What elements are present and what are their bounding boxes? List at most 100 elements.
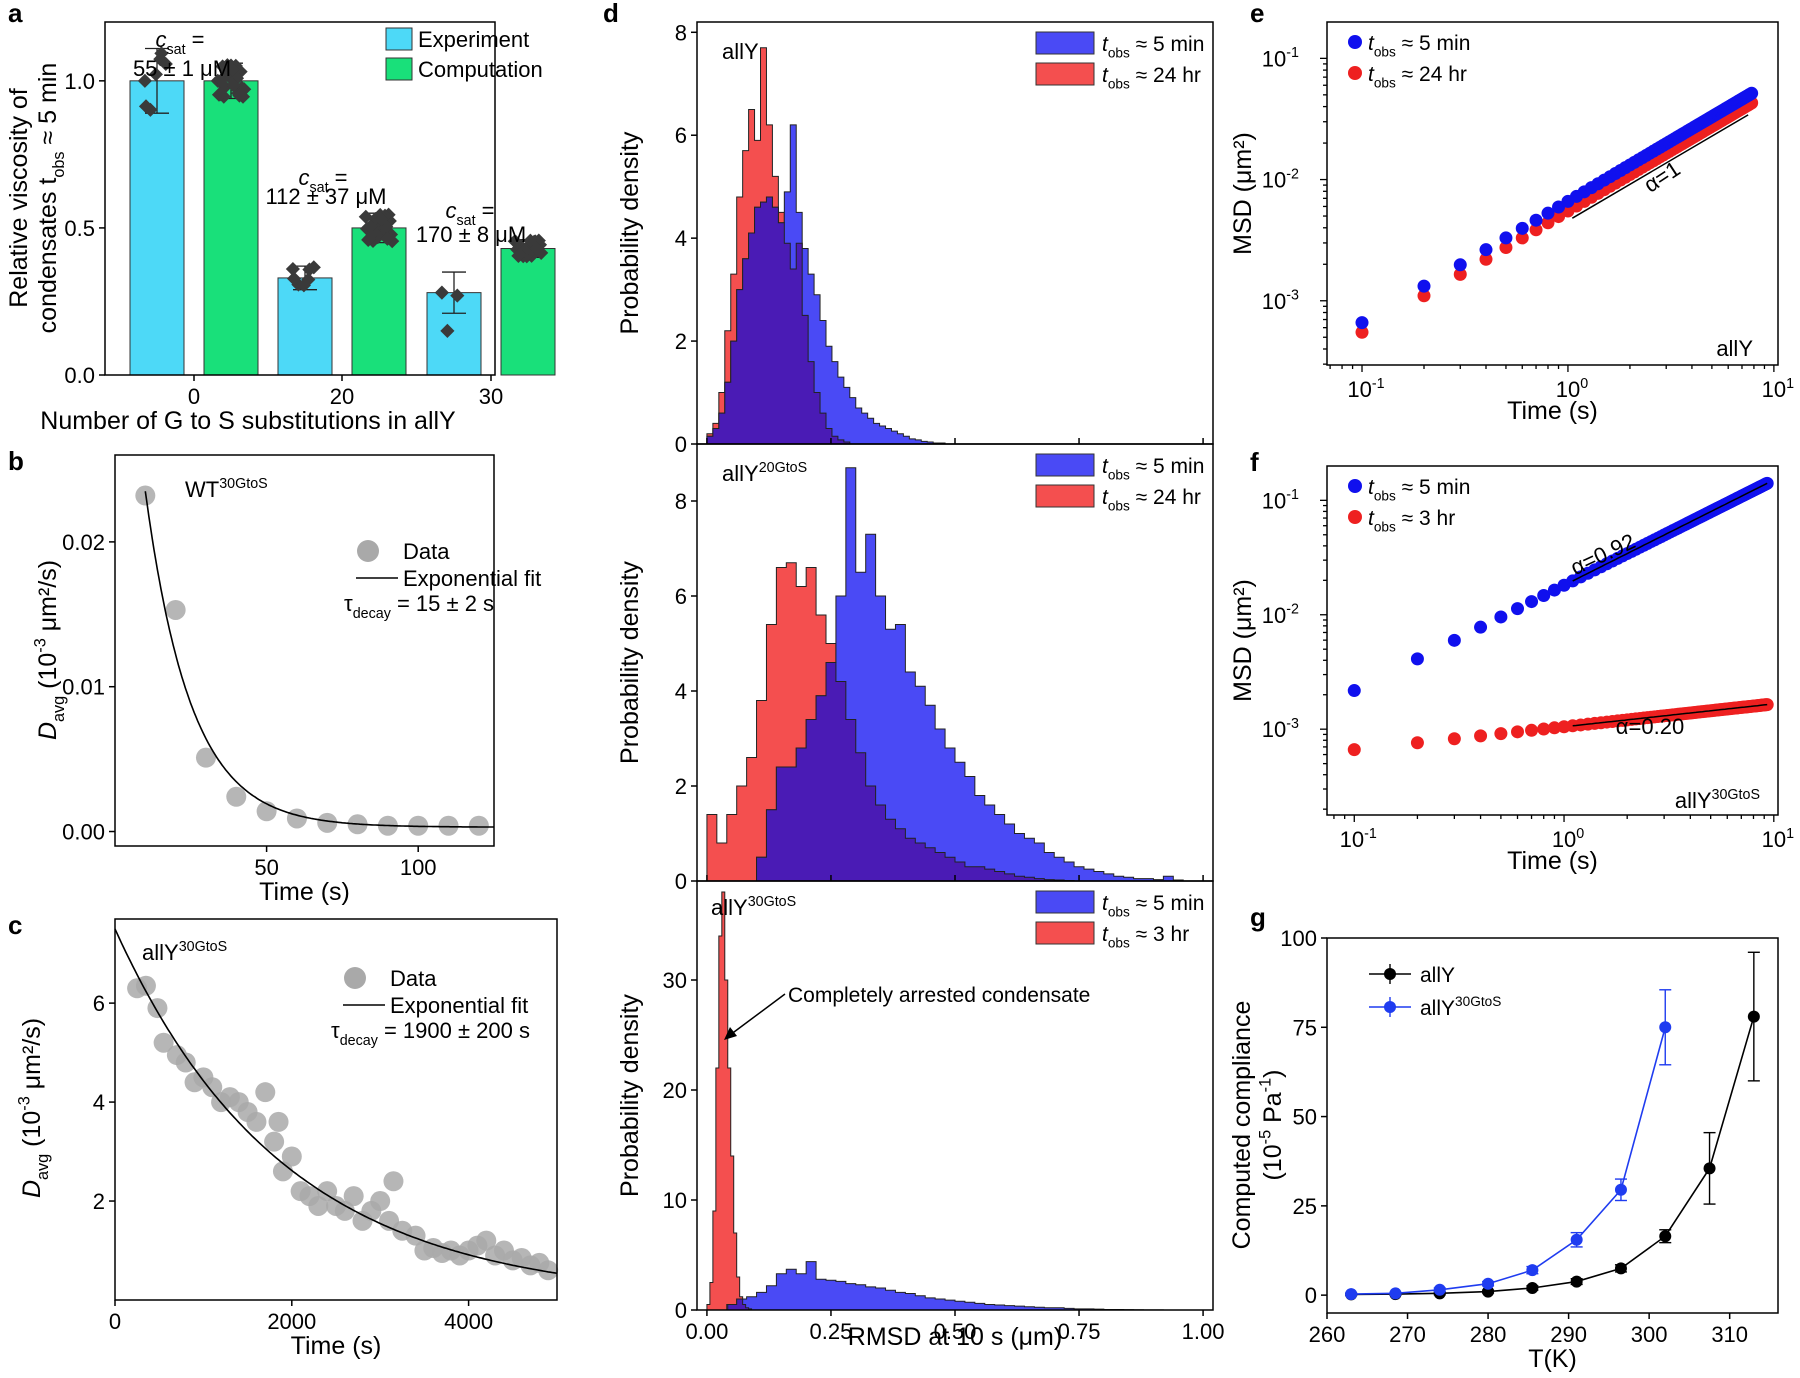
replicate-marker — [380, 231, 395, 246]
data-point — [1526, 1264, 1539, 1277]
y-tick-label: 20 — [663, 1078, 687, 1103]
series-line — [1351, 1016, 1755, 1296]
data-point — [1552, 210, 1566, 224]
legend-label: tobs ≈ 3 hr — [1368, 507, 1455, 535]
data-point — [383, 1171, 404, 1192]
x-tick-label: 280 — [1470, 1322, 1507, 1347]
data-point — [1355, 325, 1369, 339]
data-point — [1511, 725, 1525, 739]
histogram-subpanel: 0 2 4 6 8 Probability density allY tobs ≈ 5 min… — [616, 20, 1214, 457]
replicate-marker — [440, 323, 455, 338]
data-point — [202, 1077, 223, 1098]
data-point — [1745, 86, 1759, 100]
x-tick-label: 260 — [1309, 1322, 1346, 1347]
data-point — [1537, 722, 1551, 736]
x-tick-label: 0.75 — [1058, 1319, 1101, 1344]
x-tick-label: 0 — [109, 1309, 121, 1334]
data-point — [1494, 727, 1508, 741]
data-point — [1541, 216, 1555, 230]
legend-swatch — [1035, 62, 1095, 86]
tau-annotation: τdecay = 1900 ± 200 s — [331, 1018, 530, 1049]
data-point — [1355, 316, 1369, 330]
x-tick-label: 270 — [1389, 1322, 1426, 1347]
subpanel-title: allY20GtoS — [722, 460, 807, 486]
data-point — [1474, 729, 1488, 743]
y-axis-title: Relative viscosity of — [5, 88, 33, 308]
csat-value: 112 ± 37 μM — [266, 184, 387, 209]
panel-label: e — [1250, 0, 1264, 28]
x-tick-label: 0.50 — [934, 1319, 977, 1344]
y-tick-label: 0.0 — [64, 363, 95, 388]
exponential-fit-line — [144, 491, 494, 828]
y-tick-label: 1.0 — [64, 69, 95, 94]
y-tick-label: 2 — [93, 1189, 105, 1214]
replicate-marker — [358, 209, 373, 224]
x-axis-title: Time (s) — [291, 1332, 382, 1360]
x-tick-label: 10-1 — [1347, 376, 1384, 402]
replicate-marker — [374, 212, 389, 227]
tau-annotation: τdecay = 15 ± 2 s — [344, 591, 494, 622]
legend-label: allY30GtoS — [1420, 994, 1501, 1020]
plot-frame — [1326, 21, 1779, 366]
y-tick-label: 30 — [663, 968, 687, 993]
data-point — [1547, 721, 1561, 735]
legend-label: Exponential fit — [390, 993, 528, 1018]
data-point — [343, 1186, 364, 1207]
legend-label: tobs ≈ 24 hr — [1368, 63, 1467, 91]
legend-marker — [344, 967, 366, 989]
y-tick-label: 0 — [675, 869, 687, 894]
panel-label: d — [603, 0, 619, 28]
panel-title: allY30GtoS — [1675, 787, 1760, 813]
x-axis-title: T(K) — [1528, 1345, 1577, 1373]
y-axis-title: (10-5 Pa-1) — [1257, 1070, 1288, 1181]
x-tick-label: 30 — [479, 384, 503, 409]
data-point — [405, 1225, 426, 1246]
legend-label: tobs ≈ 24 hr — [1102, 486, 1201, 514]
data-point — [1499, 241, 1513, 255]
panel-f: 10-1 100 101 10-3 10-2 10-1 Time (s) MSD (μm²) t… — [1229, 465, 1794, 875]
slope-reference-line — [1571, 114, 1749, 219]
replicate-marker — [512, 247, 527, 262]
data-point — [1529, 213, 1543, 227]
legend-marker — [1348, 510, 1362, 524]
data-point — [1482, 1277, 1495, 1290]
panel-b: 50 100 0.00 0.01 0.02 Time (s) Davg (10-3 μm²/… — [32, 454, 541, 906]
x-tick-label: 101 — [1762, 376, 1794, 402]
data-point — [264, 1131, 285, 1152]
replicate-marker — [285, 261, 300, 277]
plot-frame — [114, 918, 558, 1301]
data-point — [317, 1181, 338, 1202]
y-tick-label: 0 — [1305, 1283, 1317, 1308]
data-point — [147, 998, 168, 1019]
panel-label: b — [8, 446, 24, 476]
data-point — [255, 1082, 276, 1103]
data-point — [153, 1032, 174, 1053]
data-point — [1433, 1283, 1446, 1296]
legend-label: Computation — [418, 57, 543, 82]
data-point — [1537, 588, 1551, 602]
x-tick-label: 1.00 — [1182, 1319, 1225, 1344]
replicate-marker — [362, 231, 377, 246]
y-axis-title: MSD (μm²) — [1229, 579, 1257, 702]
data-point — [195, 747, 216, 768]
histogram-subpanel: 0 10 20 30 0.00 0.25 0.50 0.75 1.00 Probability d… — [616, 880, 1225, 1344]
data-point — [1499, 231, 1513, 245]
legend-swatch — [385, 57, 413, 81]
replicate-marker — [363, 219, 378, 234]
y-tick-label: 0.01 — [62, 675, 105, 700]
panel-label: f — [1250, 447, 1259, 477]
x-tick-label: 100 — [400, 855, 437, 880]
y-tick-label: 50 — [1293, 1105, 1317, 1130]
x-tick-label: 101 — [1762, 826, 1794, 852]
data-point — [281, 1146, 302, 1167]
data-point — [1479, 252, 1493, 266]
x-axis-title: Time (s) — [1507, 847, 1598, 875]
data-point — [1453, 267, 1467, 281]
panel-a: 0.0 0.5 1.0 0 20 30 Number of G to S substitut… — [5, 0, 556, 435]
data-point — [1547, 583, 1561, 597]
data-point — [226, 786, 247, 807]
data-point — [1529, 223, 1543, 237]
x-tick-label: 4000 — [444, 1309, 493, 1334]
data-point — [1614, 1183, 1627, 1196]
y-axis-title: Probability density — [616, 131, 644, 334]
